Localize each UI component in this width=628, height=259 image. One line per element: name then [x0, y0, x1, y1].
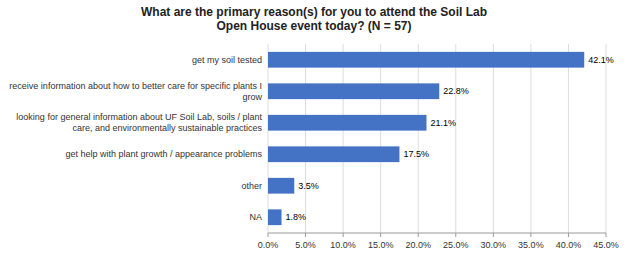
grid-line [418, 44, 419, 233]
grid-line [380, 44, 381, 233]
category-label: get my soil tested [192, 55, 262, 65]
bar [268, 178, 294, 194]
category-label: looking for general information about UF… [16, 112, 262, 133]
data-label: 17.5% [403, 149, 429, 159]
data-label: 3.5% [298, 181, 319, 191]
grid-line [568, 44, 569, 233]
bar [268, 52, 584, 68]
bar [268, 83, 439, 99]
x-tick [268, 233, 269, 237]
x-tick [418, 233, 419, 237]
bars [268, 52, 584, 225]
x-tick-label: 35.0% [518, 240, 544, 250]
bar [268, 209, 282, 225]
x-tick [568, 233, 569, 237]
chart: What are the primary reason(s) for you t… [0, 0, 628, 259]
x-axis-line [268, 233, 606, 234]
title: What are the primary reason(s) for you t… [141, 5, 487, 33]
x-tick [305, 233, 306, 237]
grid [268, 44, 606, 233]
grid-line [455, 44, 456, 233]
grid-line [343, 44, 344, 233]
x-tick-label: 20.0% [405, 240, 431, 250]
x-tick-label: 40.0% [556, 240, 582, 250]
x-tick [455, 233, 456, 237]
x-tick-label: 25.0% [443, 240, 469, 250]
grid-line [305, 44, 306, 233]
x-tick [493, 233, 494, 237]
x-tick-label: 15.0% [368, 240, 394, 250]
background [0, 0, 628, 259]
x-tick [380, 233, 381, 237]
grid-line [530, 44, 531, 233]
data-label: 22.8% [443, 86, 469, 96]
x-tick-label: 45.0% [593, 240, 619, 250]
x-tick [606, 233, 607, 237]
grid-line [268, 44, 269, 233]
grid-line [606, 44, 607, 233]
grid-line [493, 44, 494, 233]
bar [268, 146, 399, 162]
x-tick-label: 0.0% [258, 240, 279, 250]
category-label: other [241, 181, 262, 191]
x-tick-label: 10.0% [330, 240, 356, 250]
x-tick [343, 233, 344, 237]
category-label: NA [249, 212, 262, 222]
category-label: get help with plant growth / appearance … [65, 149, 262, 159]
x-tick [530, 233, 531, 237]
data-label: 1.8% [286, 212, 307, 222]
category-label: receive information about how to better … [9, 81, 262, 102]
bar [268, 115, 426, 131]
x-tick-label: 30.0% [481, 240, 507, 250]
data-label: 42.1% [588, 55, 614, 65]
x-tick-label: 5.0% [295, 240, 316, 250]
data-label: 21.1% [430, 118, 456, 128]
